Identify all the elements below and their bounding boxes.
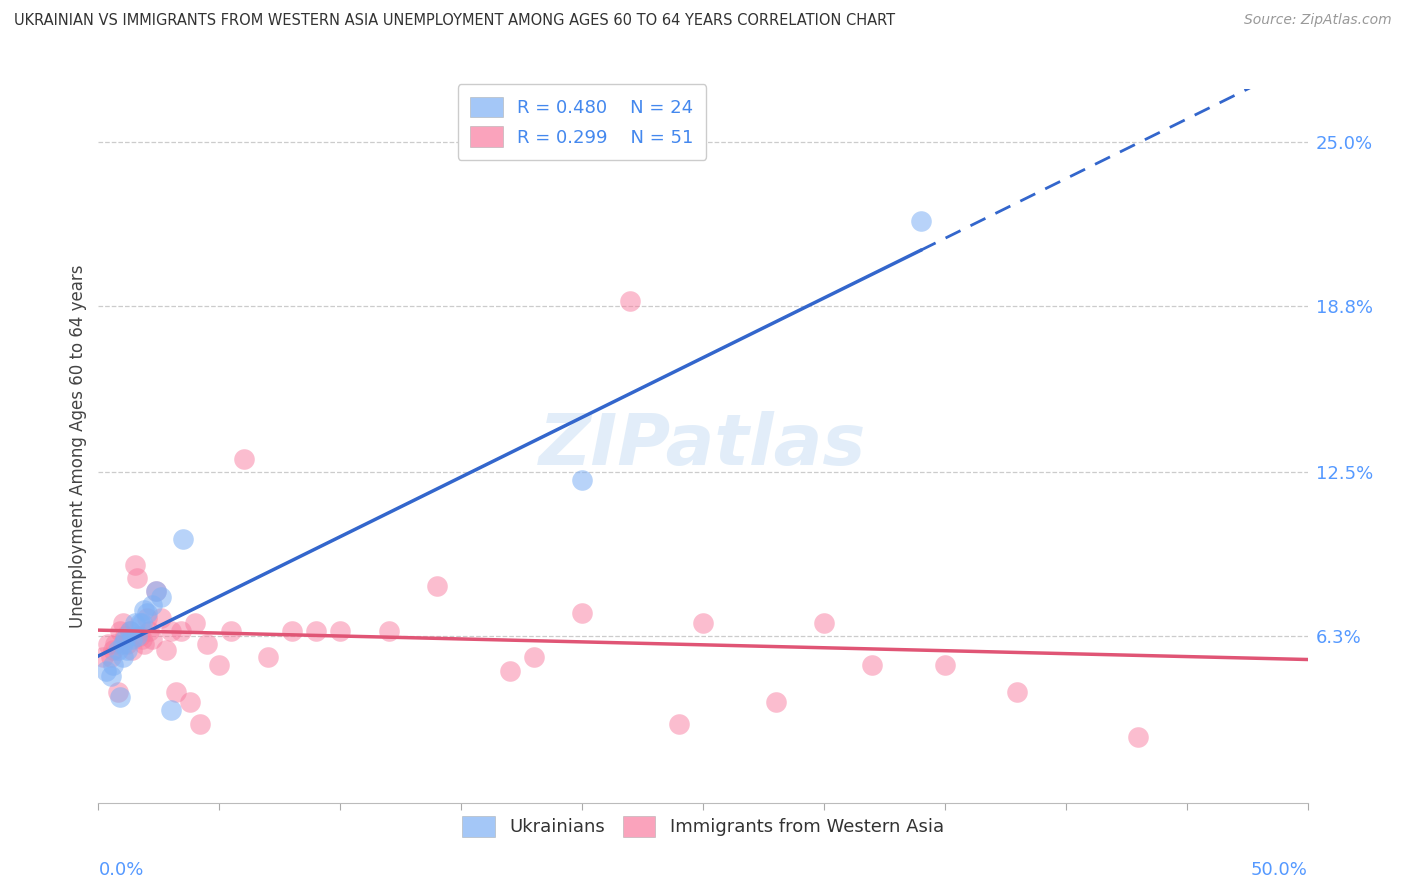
Text: Source: ZipAtlas.com: Source: ZipAtlas.com [1244,13,1392,28]
Point [221,624,243,638]
Point [1128,730,1150,744]
Point [910,214,932,228]
Point [121,642,143,657]
Point [121,632,143,646]
Point [150,590,173,604]
Point [97,637,120,651]
Point [281,624,304,638]
Point [94,664,117,678]
Point [169,624,191,638]
Point [155,642,177,657]
Point [256,650,278,665]
Point [118,624,141,638]
Point [195,637,218,651]
Point [117,642,139,657]
Point [208,658,231,673]
Point [160,624,183,638]
Point [135,606,157,620]
Text: UKRAINIAN VS IMMIGRANTS FROM WESTERN ASIA UNEMPLOYMENT AMONG AGES 60 TO 64 YEARS: UKRAINIAN VS IMMIGRANTS FROM WESTERN ASI… [14,13,896,29]
Point [108,690,131,704]
Point [100,669,122,683]
Point [145,584,167,599]
Text: 50.0%: 50.0% [1251,861,1308,879]
Point [114,629,136,643]
Point [117,637,139,651]
Point [138,624,160,638]
Point [107,642,129,657]
Point [184,616,207,631]
Point [619,293,641,308]
Point [111,637,134,651]
Point [127,571,149,585]
Point [124,616,146,631]
Point [179,695,201,709]
Point [523,650,546,665]
Point [128,629,150,643]
Point [145,584,167,599]
Point [668,716,690,731]
Point [127,629,149,643]
Point [100,650,122,665]
Y-axis label: Unemployment Among Ages 60 to 64 years: Unemployment Among Ages 60 to 64 years [69,264,87,628]
Point [305,624,328,638]
Point [571,474,593,488]
Point [124,558,146,572]
Point [91,650,114,665]
Point [426,579,449,593]
Text: 0.0%: 0.0% [98,861,143,879]
Point [141,598,163,612]
Point [934,658,956,673]
Point [150,611,173,625]
Point [692,616,714,631]
Point [172,532,194,546]
Point [101,642,124,657]
Point [141,632,163,646]
Point [134,637,156,651]
Point [165,685,187,699]
Point [377,624,399,638]
Legend: Ukrainians, Immigrants from Western Asia: Ukrainians, Immigrants from Western Asia [456,808,950,844]
Point [111,616,134,631]
Point [134,603,156,617]
Point [104,637,127,651]
Point [860,658,883,673]
Point [571,606,593,620]
Point [1007,685,1029,699]
Point [135,611,157,625]
Point [111,650,134,665]
Point [188,716,211,731]
Text: ZIPatlas: ZIPatlas [540,411,866,481]
Point [128,616,150,631]
Point [108,624,131,638]
Point [101,658,124,673]
Point [131,616,153,631]
Point [232,452,254,467]
Point [498,664,520,678]
Point [813,616,835,631]
Point [765,695,787,709]
Point [107,685,129,699]
Point [118,624,141,638]
Point [114,632,136,646]
Point [329,624,352,638]
Point [131,632,153,646]
Point [160,703,183,717]
